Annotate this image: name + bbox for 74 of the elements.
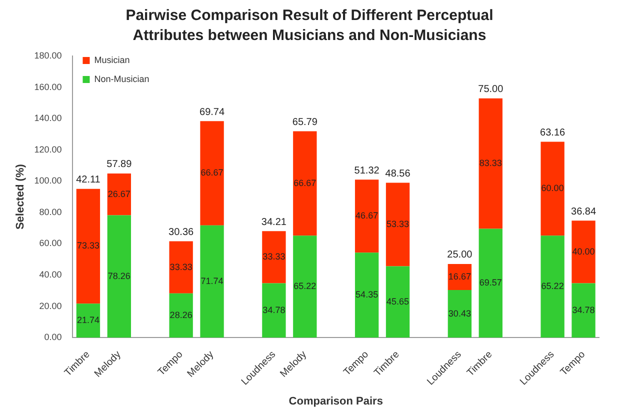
data-label: 16.67: [448, 271, 471, 282]
annotation: 25.00: [447, 250, 473, 261]
bar: [107, 173, 132, 216]
y-tick-label: 180.00: [34, 50, 62, 60]
bar: [386, 182, 410, 266]
legend-label: Non-Musician: [94, 74, 150, 84]
data-label: 69.57: [479, 278, 502, 288]
annotation: 48.56: [385, 168, 411, 180]
y-tick-label: 0.00: [44, 332, 62, 342]
data-label: 54.35: [356, 290, 378, 300]
bar: [262, 231, 286, 284]
bar: [169, 241, 193, 294]
data-label: 60.00: [541, 183, 564, 194]
bar: [478, 98, 502, 229]
bar: [76, 304, 100, 338]
bar: [262, 283, 286, 338]
data-label: 26.67: [108, 188, 130, 199]
y-tick-label: 160.00: [34, 82, 62, 92]
bar: [478, 228, 502, 338]
data-label: 53.33: [386, 218, 410, 229]
y-tick-label: 40.00: [39, 270, 62, 280]
data-label: 28.26: [170, 310, 192, 320]
bar: [76, 188, 100, 304]
annotation: 57.89: [106, 159, 132, 170]
bar: [169, 293, 193, 338]
annotation: 51.32: [354, 165, 380, 176]
data-label: 21.74: [76, 315, 100, 326]
annotation: 36.84: [571, 206, 596, 218]
data-label: 45.65: [386, 296, 410, 306]
chart-title: Pairwise Comparison Result of Different Perceptual Attributes between Musicians and Non-Musicians: [124, 6, 494, 46]
y-tick-label: 120.00: [34, 144, 62, 154]
bar: [293, 236, 317, 338]
data-label: 33.33: [262, 252, 286, 262]
y-tick-label: 100.00: [34, 176, 62, 186]
data-label: 66.67: [294, 178, 316, 188]
data-label: 71.74: [200, 276, 224, 286]
data-label: 34.78: [572, 304, 595, 315]
data-label: 34.78: [262, 304, 286, 315]
y-axis-title: Selected (%): [14, 164, 27, 230]
y-tick-label: 60.00: [39, 238, 62, 248]
data-label: 65.22: [541, 281, 564, 292]
data-label: 83.33: [479, 158, 502, 168]
annotation: 69.74: [200, 106, 225, 118]
bar: [200, 121, 224, 226]
y-tick-label: 20.00: [39, 300, 62, 311]
bar: [572, 283, 596, 338]
annotation: 63.16: [540, 127, 566, 138]
x-axis-title: Comparison Pairs: [288, 395, 383, 408]
bar: [540, 236, 564, 338]
data-label: 33.33: [170, 262, 192, 272]
bar: [200, 225, 224, 338]
bar: [293, 131, 317, 236]
data-label: 40.00: [572, 246, 595, 256]
y-tick-label: 140.00: [34, 113, 62, 124]
data-label: 73.33: [76, 240, 100, 251]
y-tick-label: 80.00: [39, 206, 62, 217]
bar: [572, 220, 596, 284]
data-label: 65.22: [294, 281, 316, 292]
bar: [386, 266, 410, 338]
bar: [540, 142, 564, 236]
annotation: 65.79: [292, 117, 318, 128]
annotation: 34.21: [261, 216, 287, 228]
legend-label: Musician: [94, 54, 130, 65]
data-label: 46.67: [356, 210, 378, 221]
annotation: 30.36: [168, 227, 194, 238]
bar: [354, 252, 379, 338]
data-label: 78.26: [108, 270, 130, 281]
bar: [354, 180, 379, 253]
bar: [107, 215, 132, 338]
annotation: 75.00: [478, 84, 504, 96]
data-label: 30.43: [448, 308, 471, 318]
data-label: 66.67: [200, 168, 224, 178]
annotation: 42.11: [76, 174, 101, 186]
bar: [448, 290, 472, 338]
